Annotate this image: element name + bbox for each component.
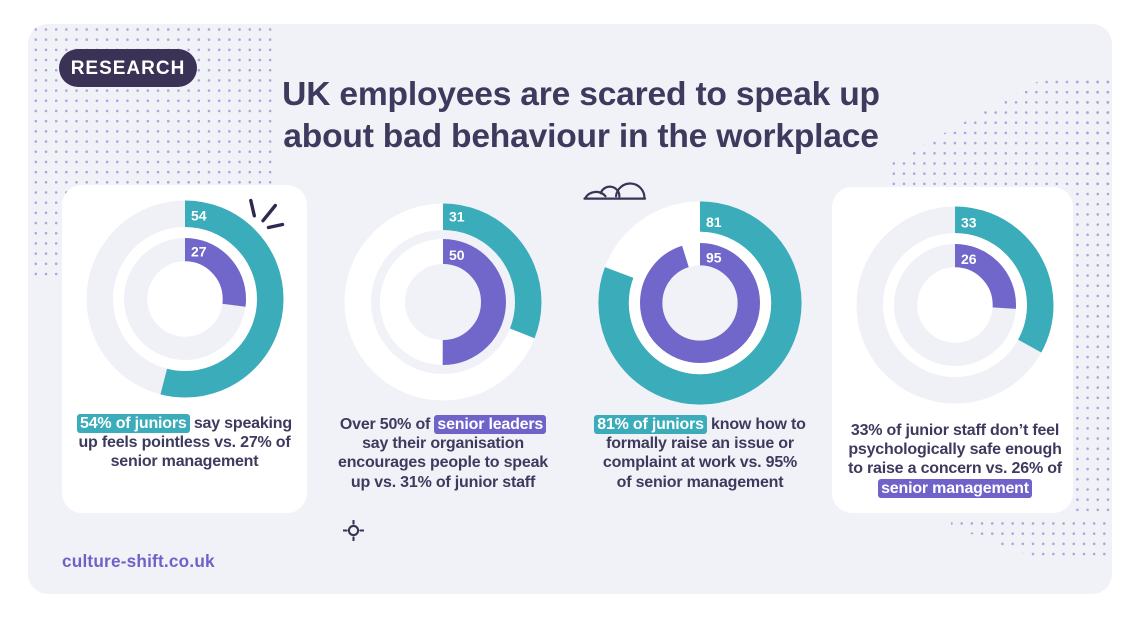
svg-text:50: 50: [449, 247, 465, 263]
svg-text:33: 33: [961, 215, 977, 231]
svg-text:54: 54: [191, 207, 207, 223]
svg-text:26: 26: [961, 251, 977, 267]
svg-text:27: 27: [191, 244, 207, 260]
svg-text:81: 81: [706, 214, 722, 230]
svg-text:95: 95: [706, 250, 722, 266]
svg-text:31: 31: [449, 209, 465, 225]
